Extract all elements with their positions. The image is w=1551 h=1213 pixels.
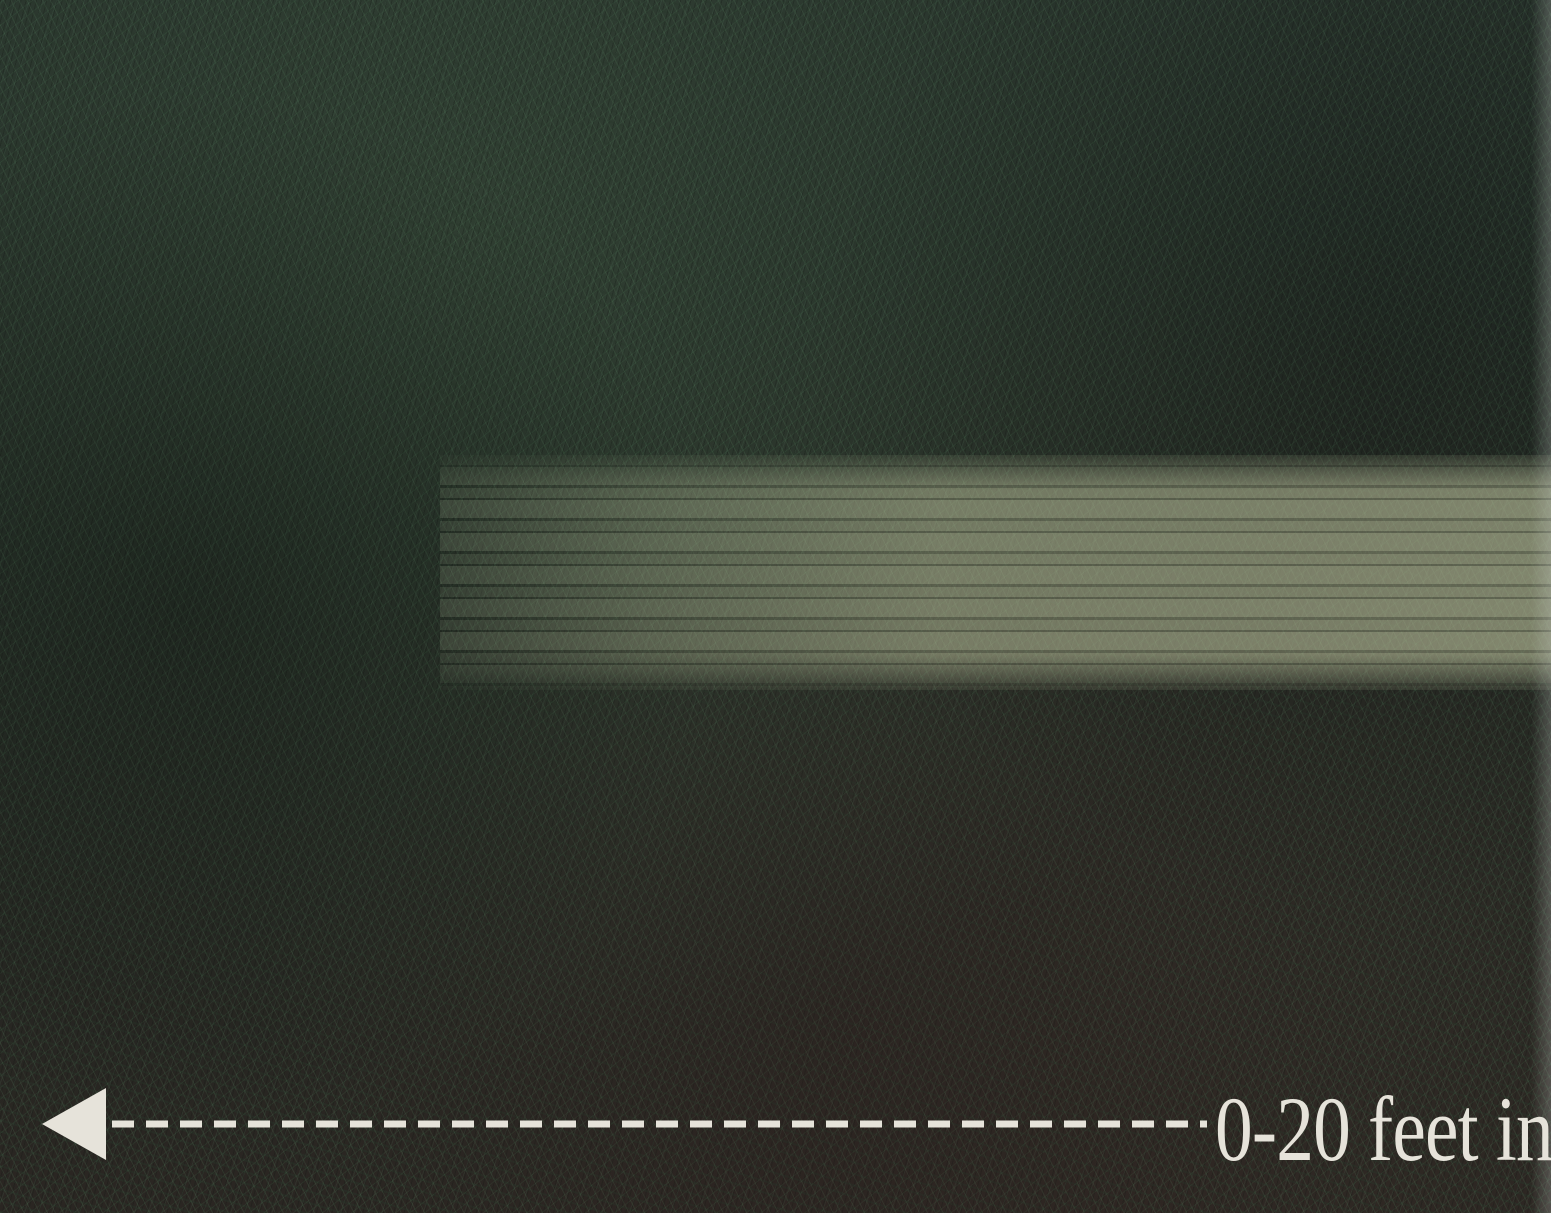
- page-edge: [1531, 0, 1551, 1213]
- arrow-head: [42, 1088, 106, 1160]
- left-arrow-icon: [42, 1088, 1207, 1160]
- ball-path-streak: [440, 455, 1551, 690]
- distance-caption: 0-20 feet in: [1215, 1078, 1551, 1180]
